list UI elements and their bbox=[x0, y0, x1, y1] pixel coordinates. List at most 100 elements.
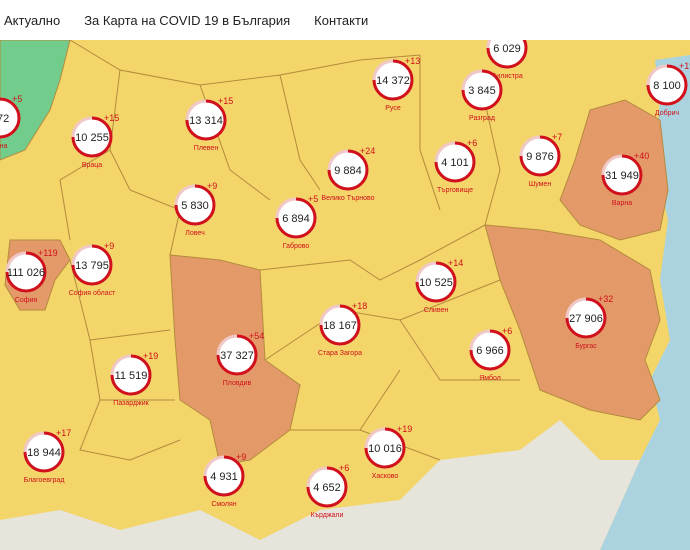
marker-delta: +17 bbox=[56, 428, 71, 438]
marker-name: Пазарджик bbox=[113, 400, 149, 407]
region-marker[interactable]: 4 101 +6 Търговище bbox=[434, 138, 477, 194]
marker-delta: +119 bbox=[38, 248, 58, 258]
marker-name: Добрич bbox=[655, 109, 680, 117]
region-marker[interactable]: 18 944 +17 Благоевград bbox=[23, 428, 72, 484]
region-marker[interactable]: 10 016 +19 Хасково bbox=[364, 424, 412, 480]
marker-delta: +14 bbox=[448, 258, 463, 268]
marker-delta: +54 bbox=[249, 331, 264, 341]
marker-name: Бургас bbox=[575, 343, 597, 350]
marker-count: 9 884 bbox=[334, 165, 362, 177]
marker-delta: +9 bbox=[207, 181, 217, 191]
marker-delta: +5 bbox=[12, 94, 22, 104]
marker-delta: +6 bbox=[467, 138, 477, 148]
marker-count: 6 029 bbox=[493, 43, 521, 55]
marker-arc bbox=[0, 97, 21, 139]
marker-delta: +15 bbox=[104, 113, 119, 123]
marker-delta: +7 bbox=[552, 132, 562, 142]
marker-arc bbox=[469, 329, 511, 371]
marker-arc bbox=[275, 197, 317, 239]
region-marker[interactable]: 37 327 +54 Пловдив bbox=[216, 331, 264, 387]
region-marker[interactable]: 6 894 +5 Габрово bbox=[275, 194, 318, 250]
region-marker[interactable]: 18 167 +18 Стара Загора bbox=[318, 301, 367, 357]
marker-count: 4 101 bbox=[441, 157, 469, 169]
region-marker[interactable]: 6 966 +6 Ямбол bbox=[469, 326, 512, 382]
marker-name: Варна bbox=[612, 200, 632, 207]
marker-name: Сливен bbox=[424, 307, 449, 314]
marker-count: 9 876 bbox=[526, 151, 554, 163]
marker-name: Плевен bbox=[194, 145, 219, 152]
marker-arc bbox=[415, 261, 457, 303]
marker-count: 472 bbox=[0, 113, 9, 125]
region-marker[interactable]: 4 652 +6 Кърджали bbox=[306, 463, 349, 519]
region-marker[interactable]: 9 876 +7 Шумен bbox=[519, 132, 562, 188]
region-marker[interactable]: 13 314 +15 Плевен bbox=[185, 96, 233, 152]
marker-arc bbox=[372, 59, 414, 101]
marker-delta: +19 bbox=[143, 351, 158, 361]
marker-arc bbox=[306, 466, 348, 508]
marker-count: 5 830 bbox=[181, 200, 209, 212]
marker-name: Търговище bbox=[437, 187, 473, 194]
marker-count: 13 314 bbox=[189, 115, 223, 127]
region-marker[interactable]: 11 519 +19 Пазарджик bbox=[110, 351, 158, 407]
marker-name: Враца bbox=[82, 162, 102, 169]
marker-name: Пловдив bbox=[223, 380, 252, 387]
region-marker[interactable]: 10 255 +15 Враца bbox=[71, 113, 119, 169]
marker-arc bbox=[319, 304, 361, 346]
marker-count: 11 519 bbox=[115, 370, 148, 382]
marker-count: 111 026 bbox=[7, 267, 45, 279]
marker-delta: +5 bbox=[308, 194, 318, 204]
marker-count: 13 795 bbox=[75, 260, 109, 272]
marker-count: 10 255 bbox=[75, 132, 109, 144]
marker-name: София bbox=[15, 297, 38, 304]
marker-name: Силистра bbox=[491, 73, 523, 80]
marker-arc bbox=[216, 334, 258, 376]
marker-name: Хасково bbox=[372, 473, 399, 480]
marker-arc bbox=[23, 431, 65, 473]
marker-arc bbox=[486, 40, 528, 69]
marker-count: 18 944 bbox=[27, 447, 61, 459]
marker-name: Габрово bbox=[283, 242, 310, 250]
region-marker[interactable]: 10 525 +14 Сливен bbox=[415, 258, 463, 314]
marker-name: Кърджали bbox=[311, 512, 344, 519]
region-marker[interactable]: 8 100 +19 Добрич bbox=[646, 61, 690, 117]
marker-count: 6 966 bbox=[476, 345, 504, 357]
marker-delta: +19 bbox=[397, 424, 412, 434]
sea bbox=[600, 55, 690, 550]
region-marker[interactable]: 13 795 +9 София област bbox=[69, 241, 116, 297]
marker-count: 4 652 bbox=[313, 482, 341, 494]
region-marker[interactable]: 9 884 +24 Велико Търново bbox=[321, 146, 375, 202]
region-marker[interactable]: 27 906 +32 Бургас bbox=[565, 294, 613, 350]
nav-link[interactable]: За Карта на COVID 19 в България bbox=[84, 12, 291, 28]
region-marker[interactable]: 5 830 +9 Ловеч bbox=[174, 181, 217, 237]
region-marker[interactable]: 14 372 +13 Русе bbox=[372, 56, 420, 112]
marker-name: Велико Търново bbox=[321, 195, 374, 202]
marker-name: София област bbox=[69, 289, 116, 297]
region-marker[interactable]: 3 845 Разград bbox=[461, 69, 503, 122]
marker-count: 10 525 bbox=[419, 277, 453, 289]
marker-delta: +19 bbox=[679, 61, 690, 71]
marker-arc bbox=[71, 244, 113, 286]
nav-link[interactable]: Актуално bbox=[4, 12, 61, 28]
marker-name: Благоевград bbox=[24, 477, 65, 484]
marker-delta: +18 bbox=[352, 301, 367, 311]
marker-count: 8 100 bbox=[653, 80, 681, 92]
nav-link[interactable]: Контакти bbox=[314, 12, 369, 28]
region-marker[interactable]: 4 931 +9 Смолян bbox=[203, 452, 246, 508]
region-green bbox=[0, 40, 71, 161]
region-marker[interactable]: 6 029+10Силистра bbox=[486, 40, 534, 80]
marker-arc bbox=[519, 135, 561, 177]
marker-count: 3 845 bbox=[468, 85, 496, 97]
marker-name: Ямбол bbox=[479, 374, 501, 382]
marker-arc bbox=[110, 354, 152, 396]
marker-arc bbox=[434, 141, 476, 183]
marker-count: 4 931 bbox=[210, 471, 238, 483]
marker-delta: +32 bbox=[598, 294, 613, 304]
marker-count: 37 327 bbox=[220, 350, 254, 362]
marker-name: Смолян bbox=[211, 501, 236, 508]
marker-arc bbox=[601, 154, 643, 196]
region-marker[interactable]: 111 026 +119 София bbox=[5, 248, 58, 304]
region-marker[interactable]: 31 949 +40 Варна bbox=[601, 151, 649, 207]
marker-arc bbox=[461, 69, 503, 111]
marker-name: Шумен bbox=[529, 181, 552, 188]
